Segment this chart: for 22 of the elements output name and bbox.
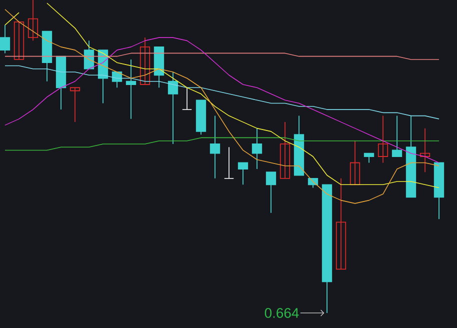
candlestick [84,40,94,70]
candlestick [238,162,248,186]
candlestick [252,128,262,170]
annotation: 0.664 [264,308,299,318]
candlestick [140,37,150,85]
candlestick [392,115,402,157]
candlestick [182,87,192,110]
candlestick [0,24,10,54]
candlestick [14,21,24,60]
candlestick [266,172,276,214]
candlestick [280,122,290,179]
candlestick [336,178,346,270]
candlestick [364,152,374,164]
candlestick [420,128,430,173]
candlestick [126,59,136,120]
candlestick [168,72,178,144]
candlestick [378,115,388,164]
candlestick [70,87,80,123]
candlestick [28,0,38,42]
candlestick [224,146,234,179]
candlestick [210,115,220,179]
candlestick [350,140,360,186]
